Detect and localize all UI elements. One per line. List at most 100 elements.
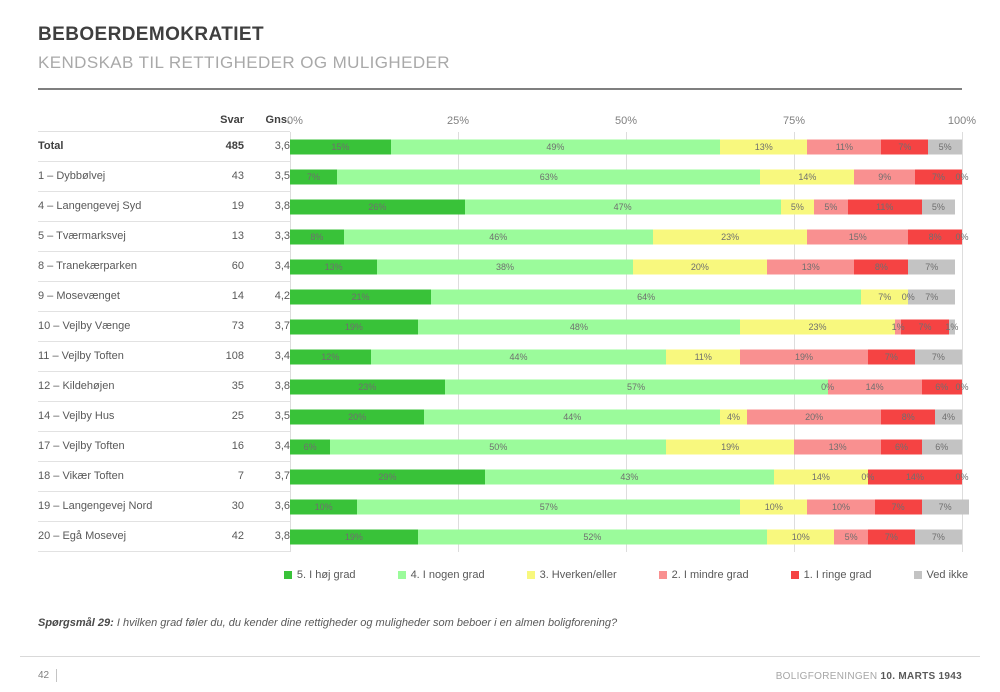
bar-segment-label: 19% — [344, 321, 363, 332]
bar-segment: 9% — [854, 169, 915, 185]
legend-label: 1. I ringe grad — [803, 569, 872, 581]
footer-right: BOLIGFORENINGEN 10. MARTS 1943 — [776, 671, 962, 682]
bar-segment-label: 13% — [324, 261, 343, 272]
bar-segment-label: 8% — [928, 231, 942, 242]
row-bar-cell: 21% 64% 7% 0% 7% — [290, 282, 962, 312]
bar-segment: 7% — [874, 499, 922, 515]
bar-segment: 8% — [854, 259, 909, 275]
bar-segment: 15% — [290, 139, 391, 155]
legend-swatch — [283, 571, 292, 579]
bar-segment: 7% — [290, 169, 338, 185]
bar-segment-label: 7% — [884, 351, 898, 362]
bar-segment: 14% — [827, 379, 922, 395]
bar-segment: 13% — [720, 139, 808, 155]
row-svar-value: 73 — [198, 312, 244, 342]
bar-segment-label: 7% — [898, 141, 912, 152]
bar-segment-label: 50% — [489, 441, 508, 452]
row-label: Total — [38, 132, 198, 162]
table-row: 19 – Langengevej Nord 30 3,6 10% 57% 10% 10% 7%… — [38, 492, 969, 522]
row-gns-value: 3,3 — [244, 222, 290, 252]
bar-segment-label: 23% — [358, 381, 377, 392]
bar-segment: 6% — [921, 439, 962, 455]
row-gns-value: 4,2 — [244, 282, 290, 312]
page-subtitle: KENDSKAB TIL RETTIGHEDER OG MULIGHEDER — [38, 53, 450, 72]
legend-item: 2. I mindre grad — [658, 569, 749, 581]
bar-segment-label: 43% — [620, 471, 639, 482]
bar-segment-label: 5% — [824, 201, 838, 212]
bar-segment: 5% — [928, 139, 962, 155]
bar-segment: 10% — [767, 529, 835, 545]
bar-segment: 7% — [908, 289, 956, 305]
table-row: 9 – Mosevænget 14 4,2 21% 64% 7% 0% 7% — [38, 282, 962, 312]
bar-segment-label: 7% — [925, 291, 939, 302]
bar-segment: 23% — [652, 229, 808, 245]
chart-header-row: Svar Gns. 0% 25% 50% 75% 100% — [38, 106, 976, 132]
bar-segment: 19% — [290, 529, 418, 545]
table-row: 8 – Tranekærparken 60 3,4 13% 38% 20% 13% 8% 7% — [38, 252, 962, 282]
bar-segment: 11% — [807, 139, 882, 155]
row-label: 11 – Vejlby Toften — [38, 342, 198, 372]
legend-label: 5. I høj grad — [296, 569, 356, 581]
bar-segment: 48% — [417, 319, 741, 335]
bar-segment: 64% — [431, 289, 862, 305]
bar-segment-label: 57% — [539, 501, 558, 512]
bar-segment: 4% — [720, 409, 747, 425]
bar-segment: 15% — [807, 229, 909, 245]
bar-segment: 11% — [847, 199, 922, 215]
bar-segment: 7% — [901, 319, 949, 335]
bar-segment-label: 4% — [726, 411, 741, 422]
bar-segment-label: 5% — [931, 201, 945, 212]
table-row: 5 – Tværmarksvej 13 3,3 8% 46% 23% 15% 8% 0% — [38, 222, 968, 252]
bar-segment-label: 8% — [310, 231, 324, 242]
stacked-bar: 6% 50% 19% 13% 6% 6% — [290, 439, 962, 455]
bar-segment: 10% — [290, 499, 358, 515]
page-title: BEBOERDEMOKRATIET — [38, 24, 265, 45]
row-svar-value: 30 — [198, 492, 244, 522]
x-tick: 100% — [947, 115, 977, 127]
bar-segment-label: 23% — [808, 321, 827, 332]
bar-segment-label: 7% — [878, 291, 892, 302]
row-gns-value: 3,7 — [244, 312, 290, 342]
legend-label: Ved ikke — [926, 569, 969, 581]
bar-segment-label: 5% — [790, 201, 804, 212]
bar-segment: 19% — [290, 319, 418, 335]
gridline — [626, 132, 627, 552]
bar-segment-label: 13% — [754, 141, 773, 152]
bar-segment-label: 11% — [835, 141, 854, 152]
stacked-bar: 8% 46% 23% 15% 8% 0% — [290, 229, 968, 245]
bar-segment: 21% — [290, 289, 432, 305]
bar-segment: 52% — [417, 529, 768, 545]
bar-segment: 63% — [337, 169, 761, 185]
bar-segment: 12% — [290, 349, 371, 365]
bar-segment: 4% — [935, 409, 962, 425]
bar-segment: 1% — [945, 319, 958, 335]
bar-segment: 20% — [746, 409, 882, 425]
bar-segment: 26% — [290, 199, 465, 215]
bar-segment: 7% — [861, 289, 909, 305]
row-bar-cell: 15% 49% 13% 11% 7% 5% — [290, 132, 962, 162]
row-bar-cell: 10% 57% 10% 10% 7% 7% — [290, 492, 969, 522]
stacked-bar: 20% 44% 4% 20% 8% 4% — [290, 409, 962, 425]
gridlines — [290, 132, 963, 552]
stacked-bar: 12% 44% 11% 19% 7% 7% — [290, 349, 962, 365]
legend-swatch — [526, 571, 535, 579]
bar-segment-label: 14% — [811, 471, 830, 482]
row-bar-cell: 13% 38% 20% 13% 8% 7% — [290, 252, 962, 282]
header-rule — [38, 88, 962, 90]
stacked-bar: 23% 57% 0% 14% 6% 0% — [290, 379, 968, 395]
row-gns-value: 3,8 — [244, 192, 290, 222]
stacked-bar: 21% 64% 7% 0% 7% — [290, 289, 962, 305]
bar-segment: 43% — [484, 469, 774, 485]
row-bar-cell: 7% 63% 14% 9% 7% 0% — [290, 162, 968, 192]
table-row: 12 – Kildehøjen 35 3,8 23% 57% 0% 14% 6% 0% — [38, 372, 968, 402]
row-svar-value: 43 — [198, 162, 244, 192]
row-gns-value: 3,6 — [244, 492, 290, 522]
stacked-bar: 19% 52% 10% 5% 7% 7% — [290, 529, 962, 545]
stacked-bar: 13% 38% 20% 13% 8% 7% — [290, 259, 962, 275]
bar-segment: 23% — [290, 379, 445, 395]
legend-item: 1. I ringe grad — [790, 569, 872, 581]
bar-segment: 57% — [357, 499, 741, 515]
bar-segment-label: 10% — [764, 501, 783, 512]
bar-segment-label: 0% — [821, 381, 835, 392]
x-tick: 50% — [614, 115, 638, 127]
